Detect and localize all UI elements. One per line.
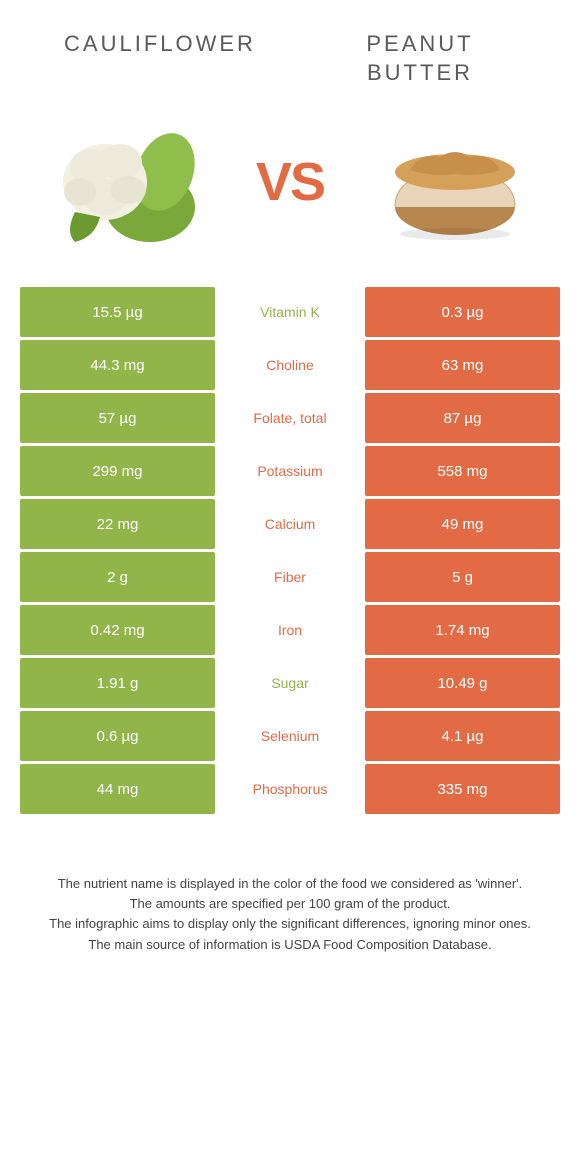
nutrient-label: Sugar [215,658,365,708]
footnote-line: The amounts are specified per 100 gram o… [30,894,550,914]
right-food-image [380,107,530,257]
nutrient-row: 44 mgPhosphorus335 mg [20,764,560,814]
footnote-line: The infographic aims to display only the… [30,914,550,934]
nutrient-row: 1.91 gSugar10.49 g [20,658,560,708]
right-value: 4.1 µg [365,711,560,761]
nutrient-label: Folate, total [215,393,365,443]
left-value: 0.42 mg [20,605,215,655]
footnote-line: The nutrient name is displayed in the co… [30,874,550,894]
nutrient-row: 15.5 µgVitamin K0.3 µg [20,287,560,337]
nutrient-row: 22 mgCalcium49 mg [20,499,560,549]
right-value: 0.3 µg [365,287,560,337]
left-value: 1.91 g [20,658,215,708]
nutrient-label: Vitamin K [215,287,365,337]
right-value: 335 mg [365,764,560,814]
nutrient-label: Calcium [215,499,365,549]
nutrient-label: Iron [215,605,365,655]
nutrient-label: Selenium [215,711,365,761]
nutrient-row: 0.6 µgSelenium4.1 µg [20,711,560,761]
left-value: 0.6 µg [20,711,215,761]
nutrient-label: Fiber [215,552,365,602]
cauliflower-icon [50,112,200,252]
nutrient-table: 15.5 µgVitamin K0.3 µg44.3 mgCholine63 m… [20,287,560,814]
left-value: 2 g [20,552,215,602]
left-value: 22 mg [20,499,215,549]
nutrient-label: Phosphorus [215,764,365,814]
footnote-line: The main source of information is USDA F… [30,935,550,955]
food-titles: Cauliflower Peanut Butter [20,30,560,97]
left-value: 57 µg [20,393,215,443]
left-food-image [50,107,200,257]
right-value: 63 mg [365,340,560,390]
right-value: 1.74 mg [365,605,560,655]
right-value: 5 g [365,552,560,602]
left-value: 15.5 µg [20,287,215,337]
nutrient-label: Potassium [215,446,365,496]
right-value: 87 µg [365,393,560,443]
left-value: 44.3 mg [20,340,215,390]
nutrient-row: 0.42 mgIron1.74 mg [20,605,560,655]
nutrient-row: 57 µgFolate, total87 µg [20,393,560,443]
peanut-butter-icon [380,122,530,242]
nutrient-row: 44.3 mgCholine63 mg [20,340,560,390]
left-food-title: Cauliflower [50,30,270,59]
nutrient-row: 299 mgPotassium558 mg [20,446,560,496]
footnotes: The nutrient name is displayed in the co… [20,874,560,955]
right-value: 49 mg [365,499,560,549]
left-value: 44 mg [20,764,215,814]
vs-label: VS [256,151,324,213]
right-value: 10.49 g [365,658,560,708]
nutrient-row: 2 gFiber5 g [20,552,560,602]
versus-row: VS [20,97,560,287]
nutrient-label: Choline [215,340,365,390]
left-value: 299 mg [20,446,215,496]
right-value: 558 mg [365,446,560,496]
right-food-title: Peanut Butter [310,30,530,87]
